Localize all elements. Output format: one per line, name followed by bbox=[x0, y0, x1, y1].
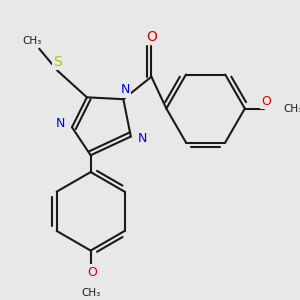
Text: O: O bbox=[261, 94, 271, 107]
Text: N: N bbox=[121, 83, 130, 96]
Text: CH₃: CH₃ bbox=[81, 288, 100, 298]
Text: N: N bbox=[56, 117, 65, 130]
Text: S: S bbox=[54, 55, 62, 69]
Text: N: N bbox=[137, 132, 147, 145]
Text: O: O bbox=[146, 30, 157, 44]
Text: O: O bbox=[88, 266, 98, 279]
Text: CH₃: CH₃ bbox=[22, 36, 41, 46]
Text: CH₃: CH₃ bbox=[284, 103, 300, 113]
